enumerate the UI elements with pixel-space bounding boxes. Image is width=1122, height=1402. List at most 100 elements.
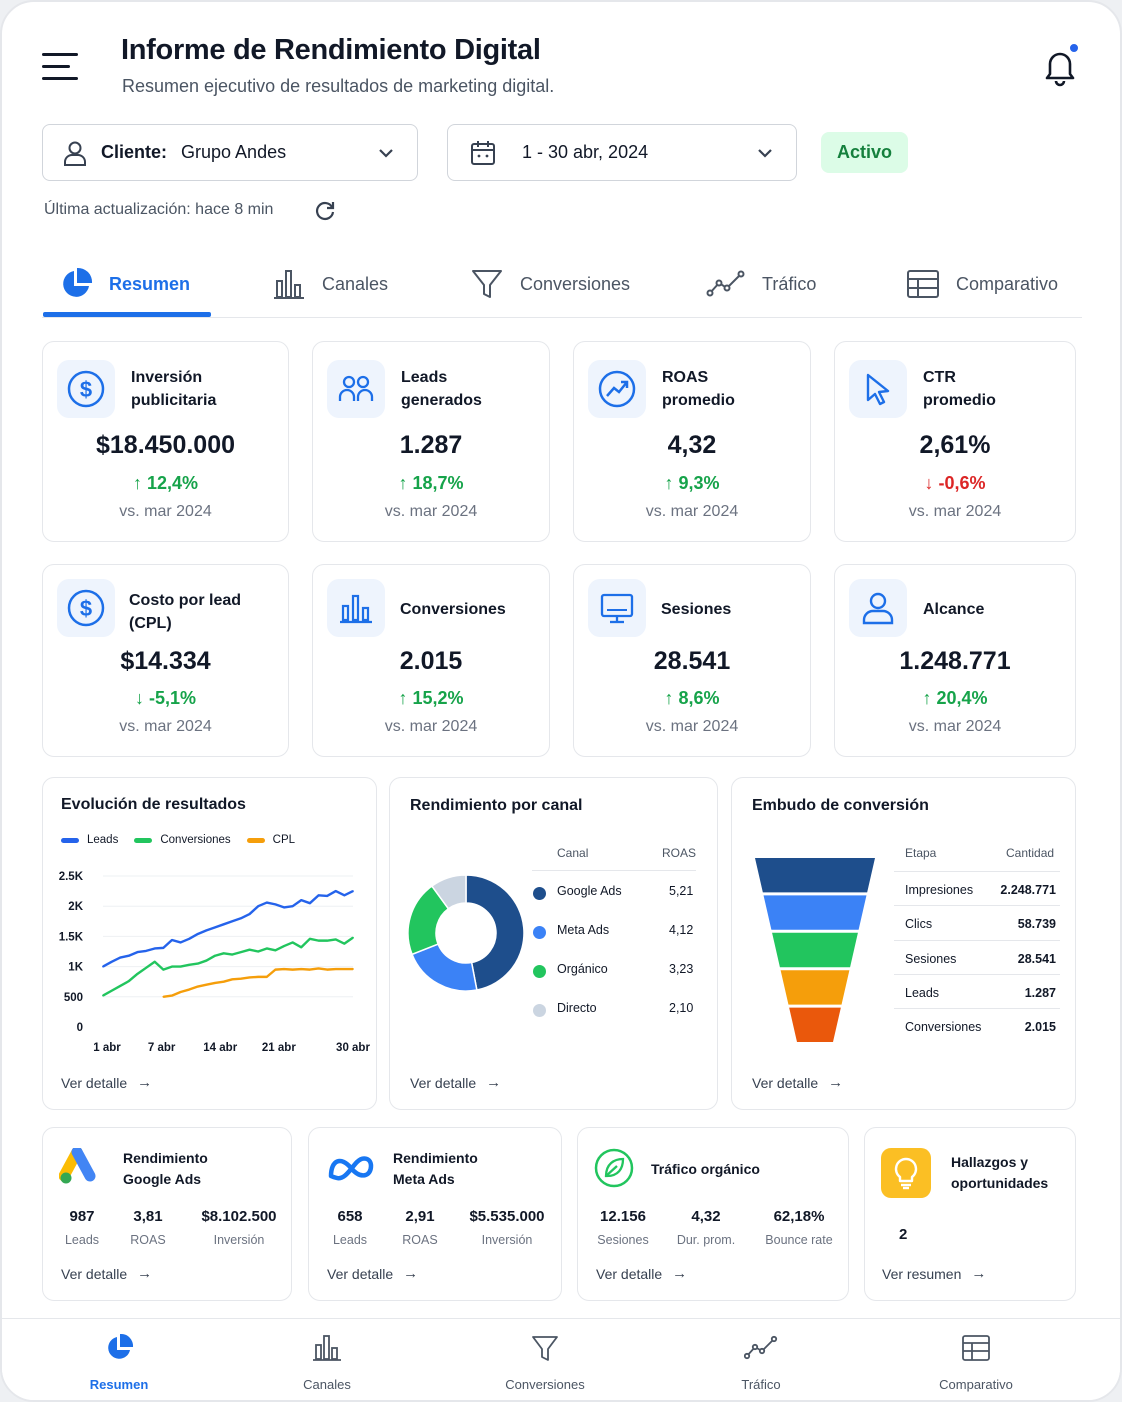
date-range-select[interactable]: 1 - 30 abr, 2024 xyxy=(447,124,797,181)
col-header-roas: ROAS xyxy=(662,846,697,860)
divider xyxy=(894,905,1060,907)
client-select[interactable]: Cliente: Grupo Andes xyxy=(42,124,418,181)
ver-detalle-link[interactable]: Ver detalle → xyxy=(596,1265,688,1282)
stat-roas: 3,81 ROAS xyxy=(130,1208,166,1247)
nav-resumen[interactable]: Resumen xyxy=(59,1333,179,1392)
data-point xyxy=(110,989,113,992)
ver-detalle-link[interactable]: Ver detalle → xyxy=(61,1265,153,1282)
nav-conversiones[interactable]: Conversiones xyxy=(485,1333,605,1392)
donut-slice-3 xyxy=(430,874,467,910)
table-icon xyxy=(907,270,939,298)
monitor-icon xyxy=(588,579,646,637)
data-point xyxy=(162,946,165,949)
kpi-card-leads[interactable]: Leads generados 1.287 ↑ 18,7% vs. mar 202… xyxy=(312,341,550,542)
refresh-icon[interactable] xyxy=(314,199,336,221)
data-point xyxy=(334,938,337,941)
data-point xyxy=(317,894,320,897)
ver-resumen-link[interactable]: Ver resumen → xyxy=(882,1265,987,1282)
ver-detalle-link[interactable]: Ver detalle → xyxy=(752,1074,844,1091)
tab-conversiones[interactable]: Conversiones xyxy=(470,250,630,318)
y-tick-label: 2.5K xyxy=(59,871,84,883)
channel-roas: 2,10 xyxy=(669,1001,694,1015)
kpi-card-sesiones[interactable]: Sesiones 28.541 ↑ 8,6% vs. mar 2024 xyxy=(573,564,811,757)
data-point xyxy=(334,890,337,892)
data-point xyxy=(326,939,329,942)
kpi-comparison: vs. mar 2024 xyxy=(645,503,739,520)
data-point xyxy=(205,983,208,986)
y-tick-label: 0 xyxy=(77,1022,83,1034)
channel-name: Directo xyxy=(557,1001,597,1015)
data-point xyxy=(317,967,320,970)
meta-ads-card[interactable]: Rendimiento Meta Ads 658 Leads 2,91 ROAS $5… xyxy=(308,1127,562,1301)
evolution-panel: Evolución de resultados Leads Conversion… xyxy=(42,777,377,1110)
page-subtitle: Resumen ejecutivo de resultados de marke… xyxy=(122,76,555,96)
kpi-delta: ↓ -0,6% xyxy=(924,473,986,493)
dollar-icon: $ xyxy=(57,579,115,637)
nav-comparativo[interactable]: Comparativo xyxy=(916,1333,1036,1392)
organic-traffic-card[interactable]: Tráfico orgánico 12.156 Sesiones 4,32 Dur.… xyxy=(577,1127,849,1301)
tab-comparativo[interactable]: Comparativo xyxy=(906,250,1058,318)
kpi-value: $14.334 xyxy=(120,647,211,675)
funnel-qty: 2.015 xyxy=(1024,1020,1056,1035)
data-point xyxy=(274,968,277,971)
kpi-card-alcance[interactable]: Alcance 1.248.771 ↑ 20,4% vs. mar 2024 xyxy=(834,564,1076,757)
data-point xyxy=(291,905,294,908)
data-point xyxy=(127,980,130,982)
funnel-icon xyxy=(532,1336,558,1361)
data-point xyxy=(334,968,337,970)
ver-detalle-link[interactable]: Ver detalle → xyxy=(61,1074,153,1091)
channel-panel: Rendimiento por canal Canal ROAS Google … xyxy=(389,777,718,1110)
funnel-stage: Clics xyxy=(905,917,933,932)
kpi-delta: ↑ 9,3% xyxy=(664,473,720,493)
data-point xyxy=(317,939,320,942)
divider xyxy=(894,1008,1060,1010)
client-label: Cliente: xyxy=(101,142,168,162)
legend-dot xyxy=(533,1004,546,1017)
data-point xyxy=(283,945,285,947)
tab-trafico[interactable]: Tráfico xyxy=(706,250,816,318)
kpi-card-inversion[interactable]: $ Inversión publicitaria $18.450.000 ↑ 12… xyxy=(42,341,289,542)
divider xyxy=(894,871,1060,872)
leaf-icon xyxy=(594,1148,634,1188)
kpi-card-ctr[interactable]: CTR promedio 2,61% ↓ -0,6% vs. mar 2024 xyxy=(834,341,1076,542)
kpi-card-roas[interactable]: ROAS promedio 4,32 ↑ 9,3% vs. mar 2024 xyxy=(573,341,811,542)
funnel-stage-4 xyxy=(789,1007,841,1042)
menu-icon[interactable] xyxy=(42,50,82,84)
svg-text:$: $ xyxy=(80,377,92,402)
insights-card[interactable]: Hallazgos y oportunidades 2 Ver resumen → xyxy=(864,1127,1076,1301)
data-point xyxy=(274,903,277,906)
google-ads-card[interactable]: Rendimiento Google Ads 987 Leads 3,81 ROAS … xyxy=(42,1127,292,1301)
kpi-card-conversiones[interactable]: Conversiones 2.015 ↑ 15,2% vs. mar 2024 xyxy=(312,564,550,757)
bar-chart-icon xyxy=(274,270,304,299)
data-point xyxy=(291,968,294,971)
chevron-down-icon xyxy=(758,149,772,158)
data-point xyxy=(308,902,311,905)
kpi-label: ROAS promedio xyxy=(662,369,735,409)
data-point xyxy=(274,949,277,952)
data-point xyxy=(145,966,148,969)
channel-roas: 3,23 xyxy=(669,962,694,976)
data-point xyxy=(352,890,354,892)
ver-detalle-link[interactable]: Ver detalle → xyxy=(327,1265,419,1282)
data-point xyxy=(326,968,329,971)
kpi-label: CTR promedio xyxy=(923,369,996,409)
y-tick-label: 2K xyxy=(68,901,83,913)
tab-resumen[interactable]: Resumen xyxy=(59,250,190,318)
tab-canales[interactable]: Canales xyxy=(272,250,388,318)
nav-trafico[interactable]: Tráfico xyxy=(701,1333,821,1392)
nav-canales[interactable]: Canales xyxy=(267,1333,387,1392)
funnel-qty: 58.739 xyxy=(1017,917,1056,932)
notification-bell-icon[interactable] xyxy=(1038,44,1082,88)
data-point xyxy=(265,947,268,950)
data-point xyxy=(222,980,225,983)
data-point xyxy=(240,951,242,954)
data-point xyxy=(343,894,346,897)
channel-roas: 4,12 xyxy=(669,923,694,937)
dollar-icon: $ xyxy=(57,360,115,418)
ver-detalle-link[interactable]: Ver detalle → xyxy=(410,1074,502,1091)
card-title: Hallazgos y oportunidades xyxy=(951,1154,1049,1191)
kpi-card-cpl[interactable]: $ Costo por lead (CPL) $14.334 ↓ -5,1% vs… xyxy=(42,564,289,757)
x-tick-label: 7 abr xyxy=(148,1042,176,1054)
data-point xyxy=(110,960,113,963)
data-point xyxy=(188,988,191,991)
